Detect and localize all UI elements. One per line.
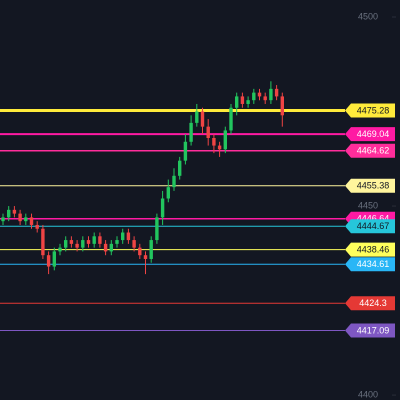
candle-body [7, 209, 11, 218]
candle-body [143, 255, 148, 259]
candle-body [41, 228, 45, 256]
candle-body [86, 240, 91, 244]
candle-body [274, 88, 279, 97]
candle-body [257, 92, 262, 97]
candle-body [155, 217, 159, 241]
candle-body [126, 232, 131, 241]
price-tag [345, 323, 395, 338]
candle-body [98, 236, 102, 244]
candle-body [138, 247, 142, 256]
candle-body [229, 107, 233, 131]
candle-body [81, 240, 85, 248]
candle-body [64, 240, 68, 248]
candle-body [160, 198, 165, 218]
price-tag [345, 127, 395, 142]
candle-body [195, 111, 199, 123]
candle-body [12, 209, 17, 214]
price-tag [345, 103, 395, 118]
candle-body [246, 100, 250, 104]
price-tag [345, 219, 395, 234]
candle-body [252, 92, 256, 101]
price-tag [345, 242, 395, 257]
candle-body [217, 145, 222, 150]
candle-body [183, 141, 188, 161]
candle-body [223, 130, 227, 150]
candle-body [189, 122, 193, 142]
candle-body [35, 224, 39, 229]
y-tick-label: 4450 [358, 200, 378, 210]
price-tag-label: 4424.3 [359, 298, 387, 308]
candle-body [263, 96, 267, 101]
candle-body [69, 240, 74, 244]
price-tag-label: 4469.04 [357, 129, 390, 139]
candle-body [206, 126, 210, 138]
candle-body [166, 187, 170, 199]
candle-body [92, 236, 96, 244]
candle-body [240, 96, 245, 104]
candle-body [172, 175, 176, 188]
price-tag-label: 4464.62 [357, 146, 390, 156]
candle-body [178, 160, 182, 176]
price-tag [345, 143, 395, 158]
price-tag [345, 178, 395, 193]
candle-body [200, 111, 205, 127]
price-tag-label: 4455.38 [357, 181, 390, 191]
candle-body [103, 243, 108, 252]
candle-body [1, 217, 5, 222]
candle-body [280, 96, 284, 116]
candle-body [269, 88, 273, 101]
price-tag [345, 257, 395, 272]
price-tag [345, 296, 395, 311]
candle-body [235, 96, 239, 108]
y-tick-label: 4400 [358, 389, 378, 399]
candle-body [24, 217, 28, 222]
candle-body [18, 213, 22, 222]
candle-body [149, 240, 153, 259]
candle-body [75, 243, 79, 248]
price-tag-label: 4438.46 [357, 245, 390, 255]
price-tag-label: 4444.67 [357, 221, 390, 231]
candle-body [29, 217, 34, 225]
candle-body [115, 240, 119, 244]
candle-body [121, 232, 125, 241]
candle-body [212, 137, 216, 146]
price-tag-label: 4475.28 [357, 105, 390, 115]
price-tag-label: 4434.61 [357, 259, 390, 269]
candle-body [52, 251, 56, 267]
y-tick-label: 4500 [358, 11, 378, 21]
price-tag-label: 4417.09 [357, 325, 390, 335]
candle-body [109, 243, 113, 252]
price-tag-label: 4446.64 [357, 214, 390, 224]
candle-body [58, 247, 62, 252]
candle-body [132, 240, 136, 248]
candle-body [46, 255, 51, 267]
